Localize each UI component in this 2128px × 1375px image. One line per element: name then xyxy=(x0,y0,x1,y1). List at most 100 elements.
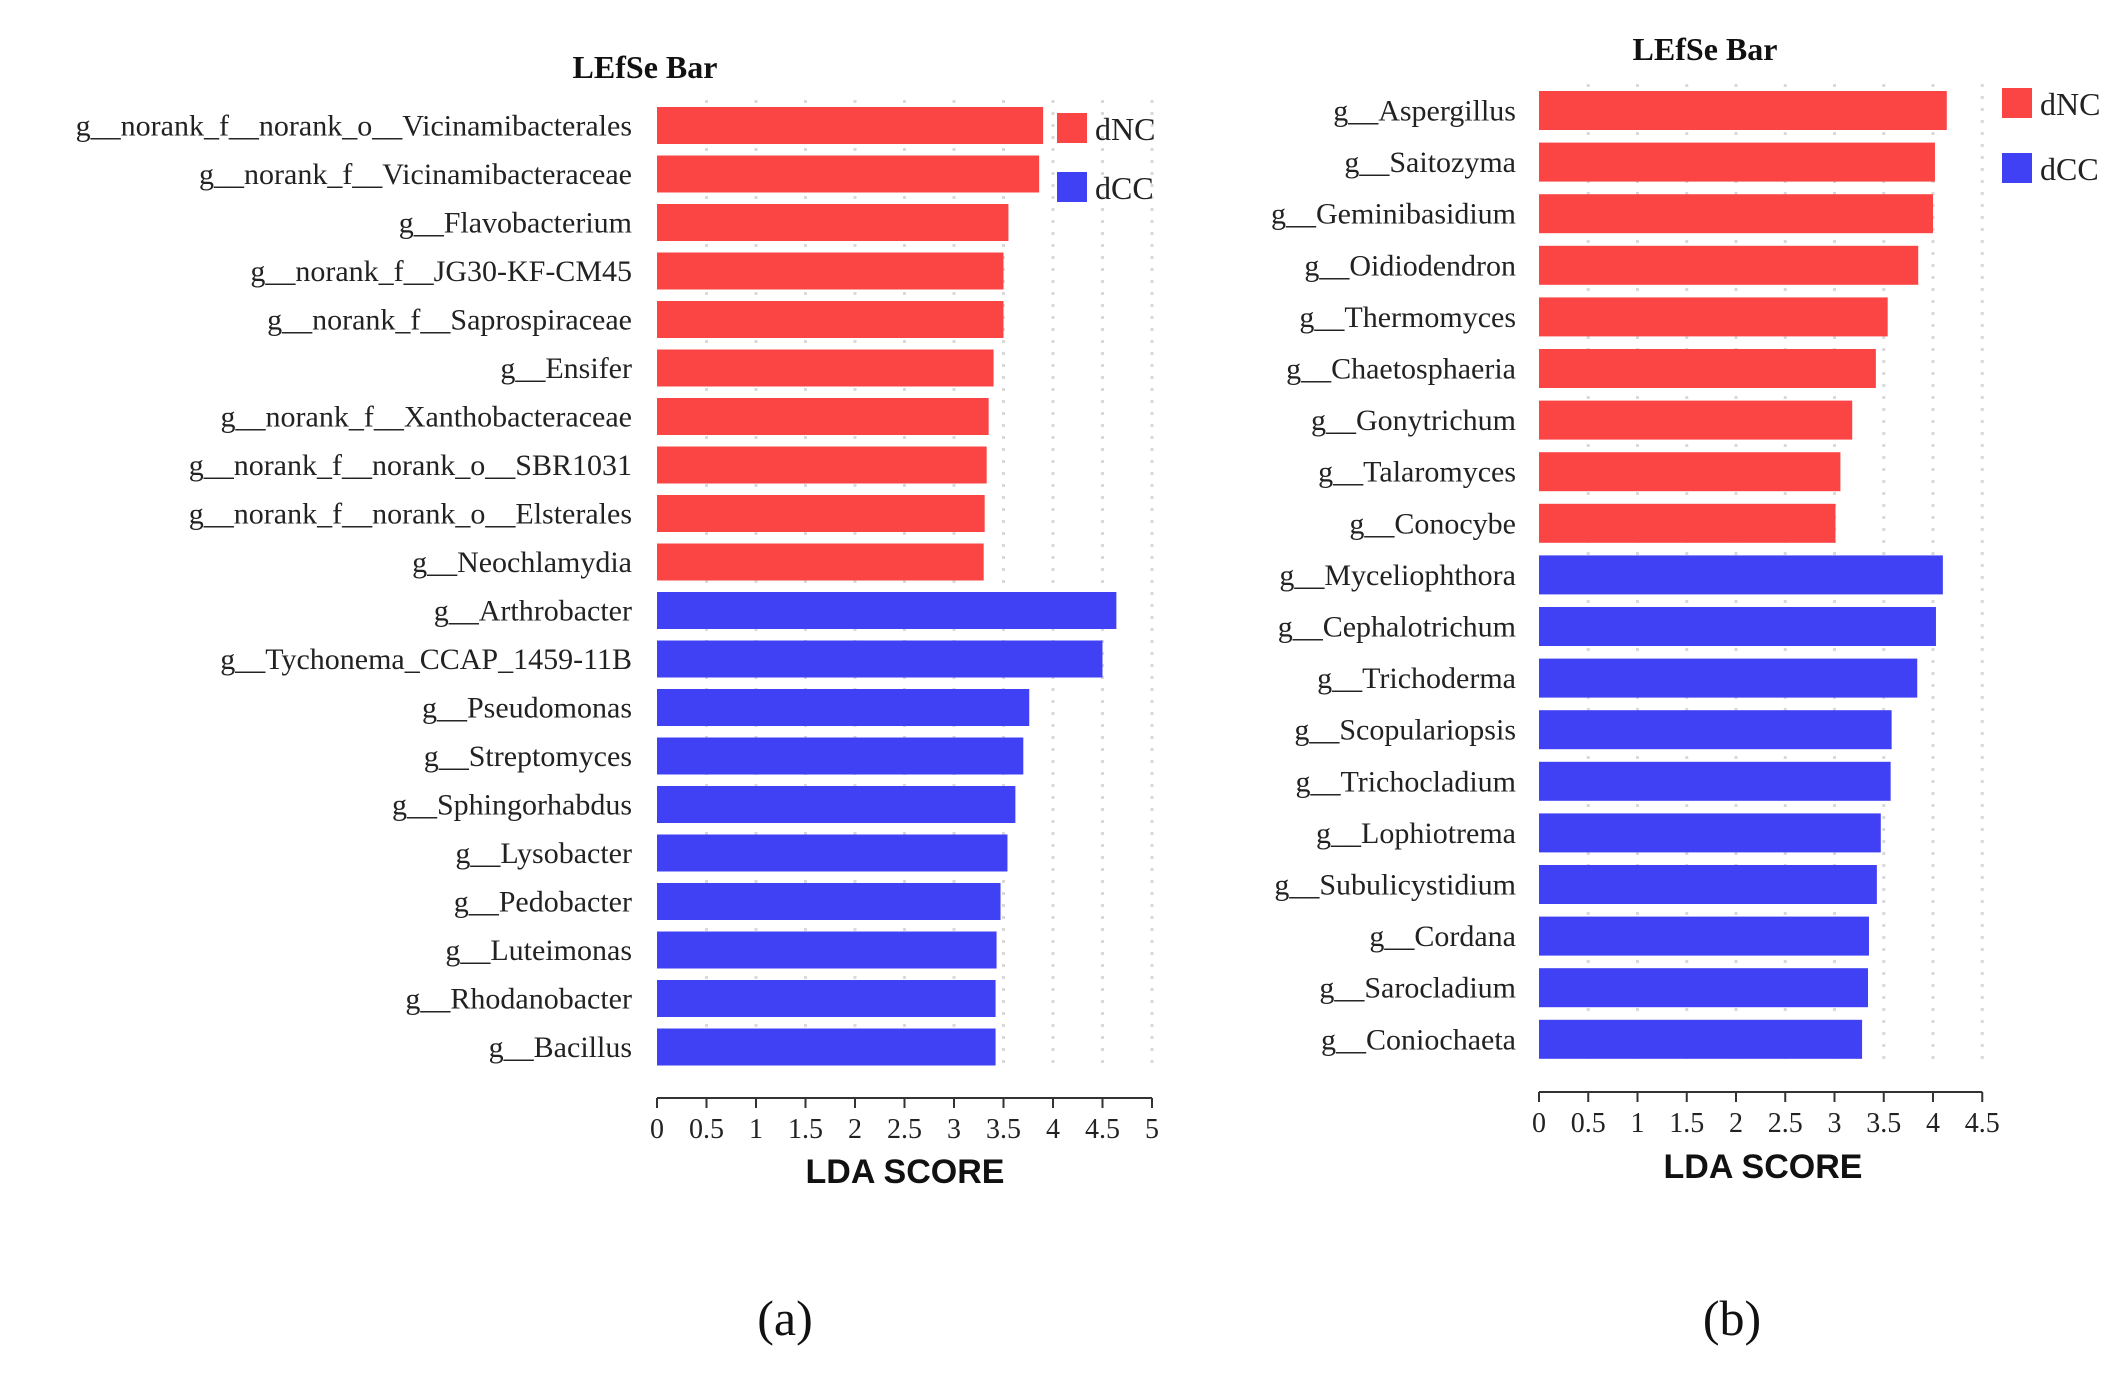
bar-dcc xyxy=(657,689,1030,726)
bar-dnc xyxy=(657,301,1004,338)
x-tick-label: 2 xyxy=(848,1114,862,1145)
category-label: g__norank_f__JG30-KF-CM45 xyxy=(250,255,632,288)
bar-dcc xyxy=(657,592,1117,629)
category-label: g__Geminibasidium xyxy=(1271,198,1516,231)
bar-dcc xyxy=(657,1028,996,1066)
category-label: g__Lysobacter xyxy=(455,837,632,870)
panel-a-chart: LEfSe Bar g__norank_f__norank_o__Vicinam… xyxy=(76,49,1159,1346)
category-label: g__Oidiodendron xyxy=(1304,249,1516,282)
panel-b-x-axis: 0 0.5 1 1.5 2 2.5 3 3.5 4 4.5 xyxy=(1532,1091,2000,1139)
category-label: g__Trichoderma xyxy=(1317,662,1516,695)
category-label: g__Cephalotrichum xyxy=(1278,611,1516,644)
category-label: g__Pseudomonas xyxy=(422,692,632,725)
bar-dnc xyxy=(657,155,1040,193)
panel-a-x-axis: 0 0.5 1 1.5 2 2.5 3 3.5 4 4.5 5 xyxy=(650,1097,1159,1145)
category-label: g__Rhodanobacter xyxy=(405,983,632,1016)
category-label: g__Sphingorhabdus xyxy=(392,789,632,822)
bar-dnc xyxy=(1539,503,1836,543)
x-tick-label: 1.5 xyxy=(788,1114,823,1145)
category-label: g__Chaetosphaeria xyxy=(1286,353,1516,386)
panel-b-legend-dnc-label: dNC xyxy=(2040,86,2100,122)
category-label: g__Cordana xyxy=(1369,920,1516,953)
bar-dcc xyxy=(1539,916,1869,956)
bar-dcc xyxy=(1539,865,1877,904)
x-tick-label: 3.5 xyxy=(1866,1108,1901,1139)
category-label: g__Flavobacterium xyxy=(399,207,632,240)
category-label: g__norank_f__norank_o__Vicinamibacterale… xyxy=(76,110,632,143)
x-tick-label: 0 xyxy=(650,1114,664,1145)
x-tick-label: 3 xyxy=(1828,1108,1842,1139)
category-label: g__Aspergillus xyxy=(1333,95,1516,128)
bar-dnc xyxy=(1539,297,1888,337)
x-tick-label: 1 xyxy=(749,1114,763,1145)
x-tick-label: 5 xyxy=(1145,1114,1159,1145)
panel-b-chart: LEfSe Bar g__Aspergillus g__Saitozyma g__G… xyxy=(1271,31,2100,1346)
bar-dnc xyxy=(1539,349,1876,388)
x-tick-label: 0 xyxy=(1532,1108,1546,1139)
x-tick-label: 4 xyxy=(1926,1108,1940,1139)
category-label: g__Luteimonas xyxy=(445,934,632,967)
category-label: g__Arthrobacter xyxy=(434,595,632,628)
category-label: g__Sarocladium xyxy=(1319,972,1516,1005)
bar-dcc xyxy=(657,980,996,1017)
x-tick-label: 1 xyxy=(1631,1108,1645,1139)
panel-a-category-labels: g__norank_f__norank_o__Vicinamibacterale… xyxy=(76,110,632,1065)
category-label: g__Scopulariopsis xyxy=(1294,714,1516,747)
panel-b-bars xyxy=(1539,91,1947,1059)
panel-b-x-axis-label: LDA SCORE xyxy=(1664,1148,1863,1186)
x-tick-label: 0.5 xyxy=(689,1114,724,1145)
bar-dnc xyxy=(1539,452,1841,492)
category-label: g__norank_f__norank_o__Elsterales xyxy=(189,498,632,531)
bar-dnc xyxy=(657,107,1044,144)
panel-a-caption: (a) xyxy=(757,1290,813,1346)
category-label: g__Neochlamydia xyxy=(412,546,632,579)
x-tick-label: 4 xyxy=(1046,1114,1060,1145)
bar-dnc xyxy=(657,204,1009,241)
panel-b-legend-dcc-swatch xyxy=(2002,153,2032,183)
category-label: g__Subulicystidium xyxy=(1274,869,1516,902)
bar-dnc xyxy=(657,398,989,435)
bar-dcc xyxy=(1539,968,1868,1008)
panel-a-legend-dcc-label: dCC xyxy=(1095,170,1154,206)
x-tick-label: 0.5 xyxy=(1571,1108,1606,1139)
panel-a-legend: dNC dCC xyxy=(1057,111,1155,206)
category-label: g__Tychonema_CCAP_1459-11B xyxy=(220,643,632,676)
category-label: g__Thermomyces xyxy=(1299,301,1516,334)
panel-b-legend-dcc-label: dCC xyxy=(2040,151,2099,187)
x-tick-label: 2 xyxy=(1729,1108,1743,1139)
bar-dnc xyxy=(1539,142,1935,182)
x-tick-label: 2.5 xyxy=(1768,1108,1803,1139)
bar-dcc xyxy=(657,931,997,969)
bar-dcc xyxy=(1539,710,1892,750)
panel-b-title: LEfSe Bar xyxy=(1633,31,1778,67)
category-label: g__Gonytrichum xyxy=(1311,404,1516,437)
bar-dcc xyxy=(1539,1019,1863,1059)
panel-a-x-axis-label: LDA SCORE xyxy=(806,1153,1005,1191)
bar-dnc xyxy=(657,543,984,581)
bar-dcc xyxy=(657,786,1016,823)
bar-dnc xyxy=(657,252,1004,290)
x-tick-label: 1.5 xyxy=(1669,1108,1704,1139)
bar-dcc xyxy=(1539,607,1936,646)
bar-dcc xyxy=(1539,555,1943,595)
category-label: g__Trichocladium xyxy=(1295,765,1516,798)
bar-dnc xyxy=(657,349,994,387)
bar-dcc xyxy=(657,883,1001,920)
category-label: g__norank_f__Xanthobacteraceae xyxy=(221,401,632,434)
category-label: g__Lophiotrema xyxy=(1316,817,1516,850)
bar-dnc xyxy=(657,495,985,532)
category-label: g__Myceliophthora xyxy=(1279,559,1516,592)
bar-dcc xyxy=(657,737,1024,775)
bar-dcc xyxy=(1539,813,1881,853)
panel-a-legend-dnc-swatch xyxy=(1057,113,1087,143)
bar-dcc xyxy=(657,834,1008,872)
panel-a-grid xyxy=(705,100,1154,1065)
bar-dcc xyxy=(1539,761,1891,801)
bar-dnc xyxy=(1539,400,1853,440)
category-label: g__Bacillus xyxy=(489,1031,632,1064)
category-label: g__norank_f__norank_o__SBR1031 xyxy=(189,449,632,482)
x-tick-label: 2.5 xyxy=(887,1114,922,1145)
category-label: g__norank_f__Saprospiraceae xyxy=(267,304,632,337)
bar-dnc xyxy=(1539,194,1933,234)
panel-b-caption: (b) xyxy=(1703,1290,1761,1346)
